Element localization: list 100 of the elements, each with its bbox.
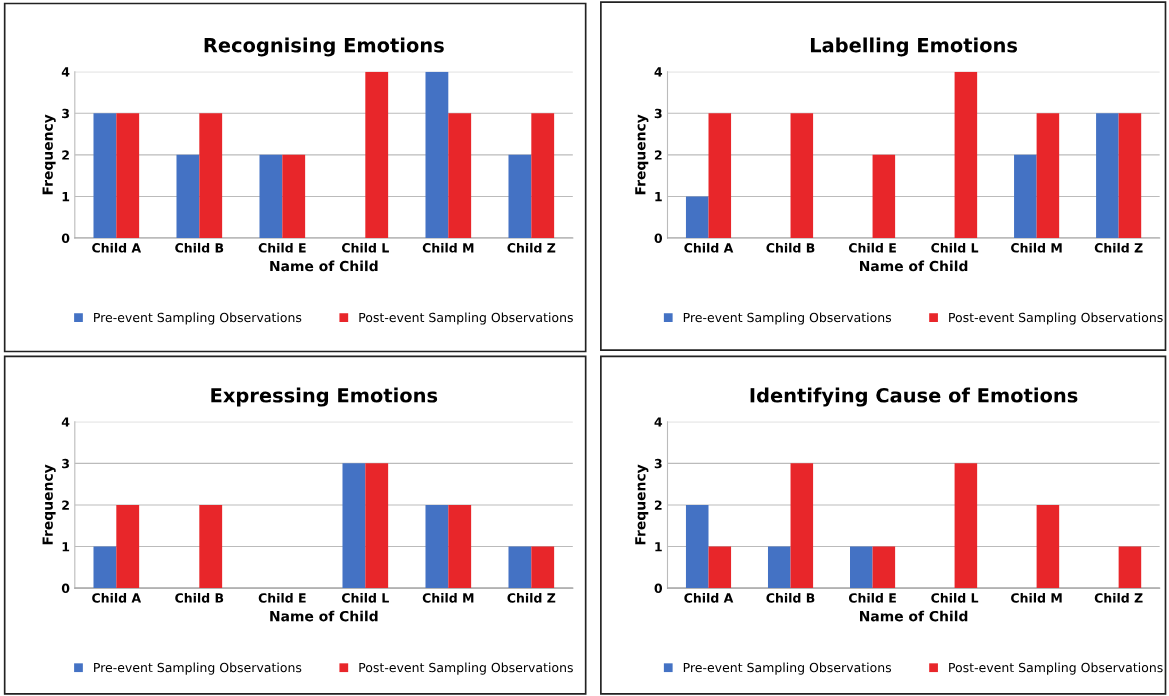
x-tick-label: Child B [175,242,224,253]
x-tick-label: Child A [92,592,142,603]
y-tick-label: 3 [654,108,662,119]
legend-label: Pre-event Sampling Observations [683,312,892,325]
y-tick-label: 0 [61,233,70,243]
bar [872,154,896,239]
bar [365,463,389,589]
bar [93,546,117,589]
bar [685,504,709,589]
legend-label: Post-event Sampling Observations [359,662,573,675]
x-tick-label: Child L [341,242,389,253]
chart-title: Expressing Emotions [211,387,438,407]
y-tick-label: 3 [62,458,69,469]
bar [448,504,472,589]
bar [508,154,532,239]
x-tick-label: Child E [258,242,306,253]
y-tick-label: 3 [654,458,662,469]
bar [708,546,732,589]
y-tick-label: 2 [654,500,662,510]
bar [199,504,223,589]
bar [1096,113,1119,239]
bar [1036,113,1060,239]
x-tick-label: Child M [1011,242,1062,253]
bar [365,71,389,239]
bar [531,113,555,239]
x-tick-label: Child L [341,592,389,603]
bar [508,546,532,589]
x-tick-label: Child M [422,242,474,253]
y-tick-label: 0 [61,583,70,594]
y-tick-label: 2 [62,500,69,510]
bar [708,113,732,239]
y-axis-title: Frequency [42,114,56,195]
bar [685,196,709,239]
bar [850,546,873,589]
x-axis-title: Name of Child [860,610,968,622]
x-tick-label: Child A [684,242,734,253]
y-tick-label: 1 [62,192,70,202]
y-tick-label: 1 [62,542,70,552]
legend-label: Post-event Sampling Observations [949,312,1163,325]
bar [1118,546,1142,589]
bar [282,154,306,239]
bar [954,71,978,239]
y-tick-label: 2 [62,150,69,160]
y-tick-label: 1 [655,542,662,552]
bar [199,113,223,239]
x-tick-label: Child E [848,242,896,253]
y-axis-title: Frequency [635,464,649,545]
x-tick-label: Child L [931,242,979,253]
bar [425,504,449,589]
x-tick-label: Child M [1011,592,1062,603]
bar [531,546,555,589]
legend-label: Pre-event Sampling Observations [94,312,302,325]
y-tick-label: 4 [654,417,663,427]
y-tick-label: 4 [61,67,70,77]
bar [116,504,140,589]
bar [1036,504,1060,589]
x-axis-title: Name of Child [270,260,378,272]
x-tick-label: Child B [766,242,815,253]
x-tick-label: Child A [92,242,142,253]
x-tick-label: Child E [258,592,306,603]
x-axis-title: Name of Child [860,260,968,272]
x-tick-label: Child M [422,592,474,603]
x-tick-label: Child B [175,592,224,603]
x-tick-label: Child B [766,592,815,603]
bar [342,463,366,589]
legend-label: Pre-event Sampling Observations [683,662,892,675]
bar [448,113,472,239]
y-tick-label: 4 [654,67,663,77]
bar [1014,154,1037,239]
bar [425,71,449,239]
bar [176,154,200,239]
bar [790,113,814,239]
y-tick-label: 3 [62,108,69,119]
bar [1118,113,1142,239]
x-axis-title: Name of Child [270,610,378,622]
x-tick-label: Child L [931,592,979,603]
y-tick-label: 0 [654,233,663,243]
bar [116,113,140,239]
x-tick-label: Child Z [1094,592,1143,603]
x-tick-label: Child Z [507,592,556,603]
bar [954,463,978,589]
y-tick-label: 1 [655,192,662,202]
x-tick-label: Child E [848,592,896,603]
bar [790,463,814,589]
chart-title: Recognising Emotions [204,37,444,57]
bar [872,546,896,589]
x-tick-label: Child Z [507,242,556,253]
legend-label: Post-event Sampling Observations [949,662,1163,675]
bar [767,546,791,589]
legend-label: Post-event Sampling Observations [359,312,573,325]
chart-title: Labelling Emotions [810,37,1018,57]
y-axis-title: Frequency [635,114,649,195]
bar [93,113,117,239]
legend-label: Pre-event Sampling Observations [94,662,302,675]
y-axis-title: Frequency [42,464,56,545]
y-tick-label: 2 [654,150,662,160]
x-tick-label: Child Z [1094,242,1143,253]
chart-title: Identifying Cause of Emotions [750,387,1078,407]
x-tick-label: Child A [684,592,734,603]
y-tick-label: 4 [61,417,70,427]
